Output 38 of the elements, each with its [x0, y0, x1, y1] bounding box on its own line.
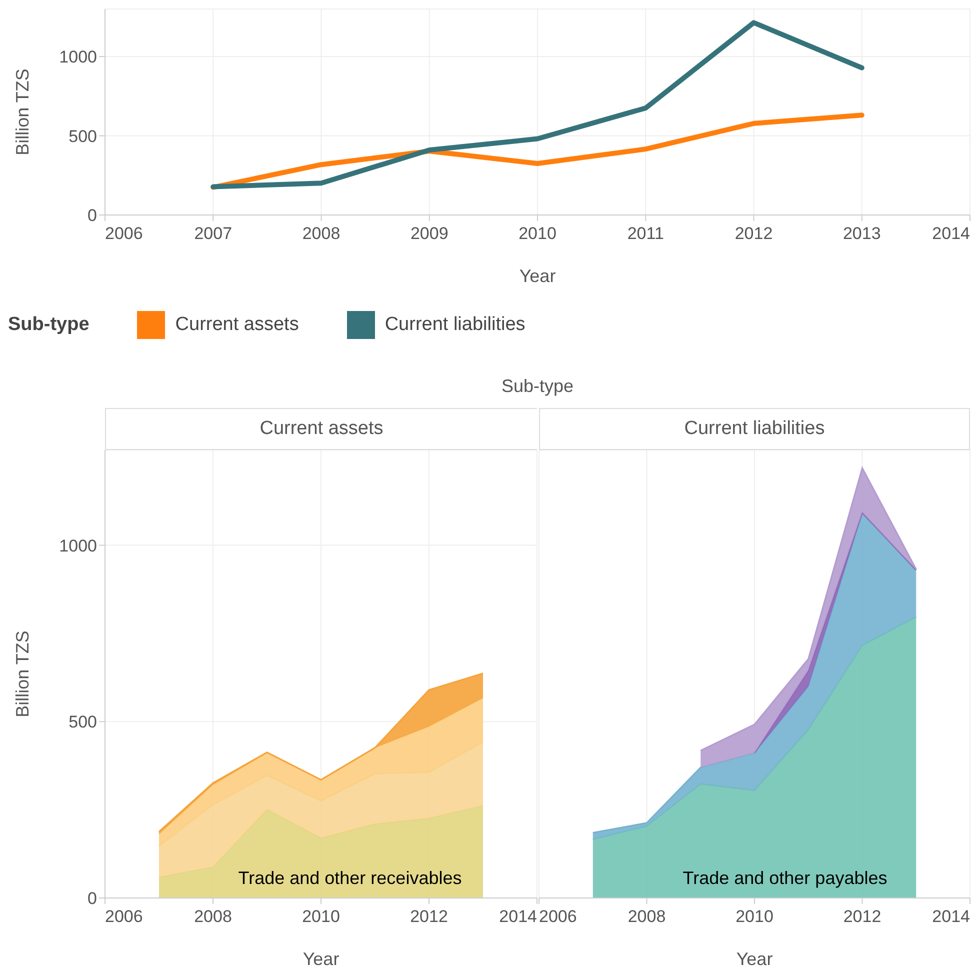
x-tick-label: 2008: [194, 907, 232, 926]
y-axis-title: Billion TZS: [12, 630, 32, 718]
legend-title: Sub-type: [8, 314, 90, 336]
x-tick-label: 2008: [302, 224, 340, 243]
x-tick-label: 2007: [194, 224, 232, 243]
x-tick-label: 2012: [410, 907, 448, 926]
chart-title: Current liabilities: [540, 408, 969, 450]
x-tick-label: 2008: [628, 907, 666, 926]
x-tick-label: 2014: [932, 224, 970, 243]
x-tick-label: 2006: [105, 907, 143, 926]
x-axis-title: Year: [519, 266, 556, 286]
x-tick-label: 2010: [518, 224, 556, 243]
y-tick-label: 0: [88, 206, 97, 226]
x-axis-title: Year: [736, 949, 773, 969]
x-tick-label: 2012: [843, 907, 882, 926]
x-tick-label: 2010: [736, 907, 774, 926]
chart-title: Current assets: [106, 408, 537, 450]
y-tick-label: 0: [88, 889, 97, 908]
x-tick-label: 2006: [539, 907, 577, 926]
legend-label: Current assets: [174, 313, 299, 337]
y-axis-title: Billion TZS: [12, 68, 32, 156]
x-axis-title: Year: [302, 949, 340, 969]
x-tick-label: 2009: [410, 224, 448, 243]
y-tick-label: 1000: [59, 536, 97, 556]
y-tick-label: 1000: [59, 48, 97, 67]
y-tick-label: 500: [68, 126, 97, 146]
series-label: Trade and other receivables: [237, 868, 463, 889]
x-tick-label: 2006: [105, 224, 143, 243]
x-tick-label: 2010: [302, 907, 340, 926]
text: Sub-type: [500, 376, 575, 397]
x-tick-label: 2013: [842, 224, 881, 243]
series-label: Trade and other payables: [682, 868, 888, 889]
legend-label: Current liabilities: [384, 313, 526, 337]
x-tick-label: 2012: [734, 224, 773, 243]
x-tick-label: 2011: [627, 224, 664, 243]
x-tick-label: 2014: [932, 907, 970, 926]
y-tick-label: 500: [68, 712, 97, 732]
x-tick-label: 2014: [499, 907, 537, 926]
